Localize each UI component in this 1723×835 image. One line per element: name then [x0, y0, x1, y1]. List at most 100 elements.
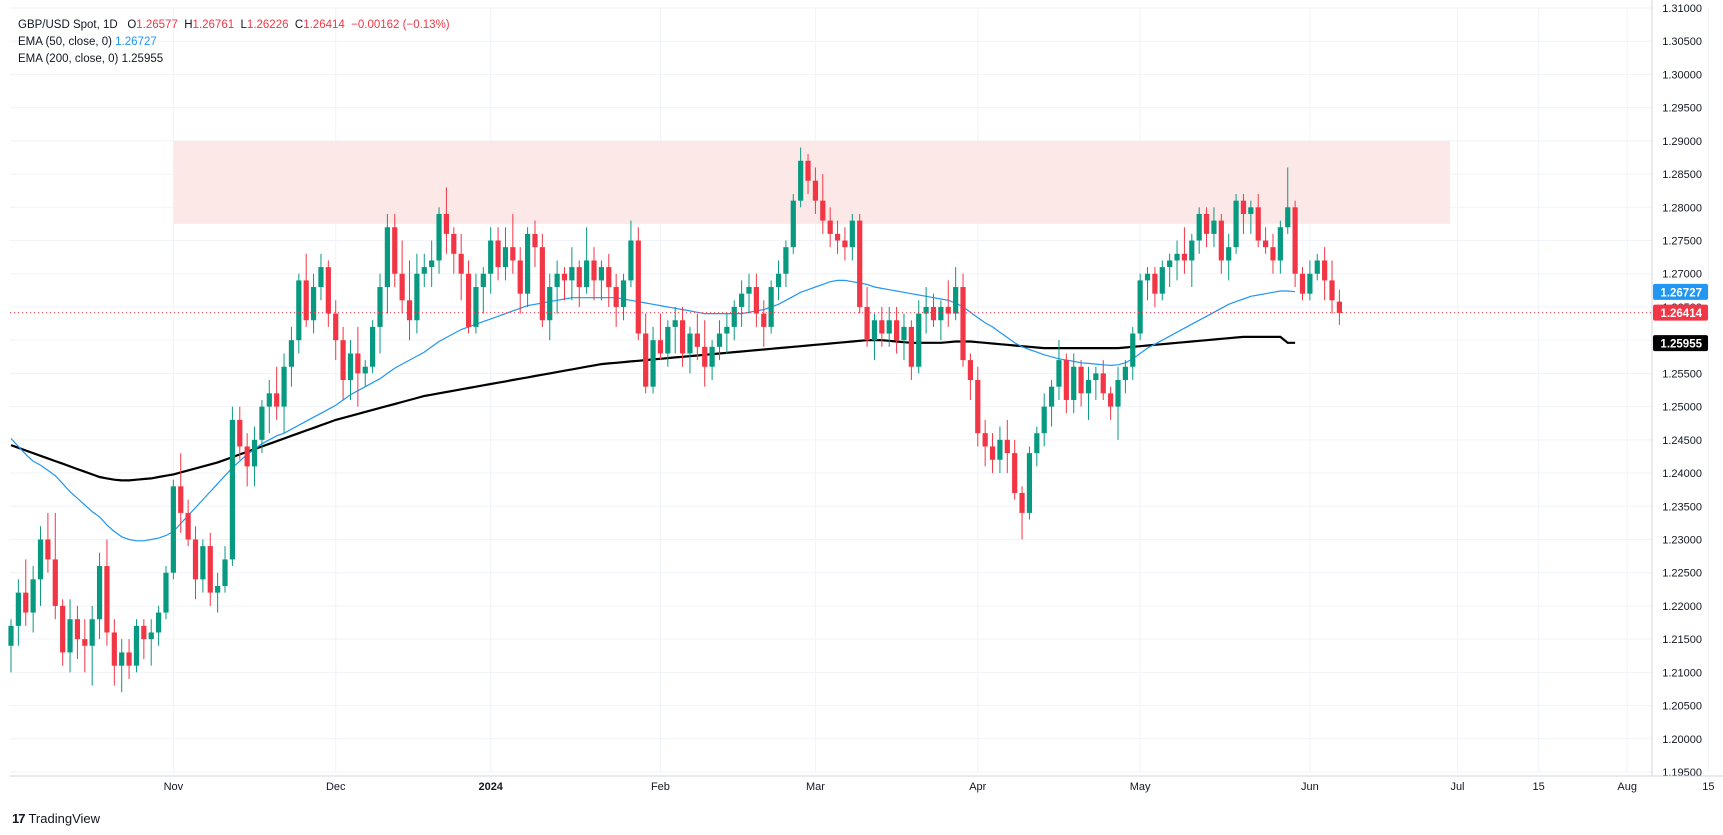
- x-tick-label: Mar: [806, 781, 825, 793]
- candle-body: [1299, 273, 1306, 294]
- candle-body: [1336, 301, 1342, 313]
- candle: [702, 320, 708, 387]
- candle: [126, 639, 132, 679]
- close-label: C: [294, 19, 304, 31]
- candle: [886, 306, 892, 347]
- candle-body: [775, 273, 782, 288]
- candle: [834, 220, 841, 254]
- candle: [665, 320, 671, 367]
- candle-body: [1196, 213, 1202, 241]
- candle-body: [1041, 406, 1047, 434]
- candle-body: [200, 546, 206, 580]
- candle: [488, 227, 494, 294]
- y-tick-label: 1.29500: [1662, 103, 1702, 115]
- candle-body: [1100, 373, 1106, 394]
- candle: [716, 320, 723, 361]
- candle: [281, 353, 287, 434]
- legend-ema50-row[interactable]: EMA (50, close, 0) 1.26727: [18, 34, 450, 51]
- y-tick-label: 1.23500: [1662, 501, 1702, 513]
- candle-body: [244, 446, 250, 467]
- legend-ema200-row[interactable]: EMA (200, close, 0) 1.25955: [18, 51, 450, 68]
- candle-body: [739, 293, 745, 307]
- candle: [1218, 213, 1224, 274]
- ema50-price-tag-bg: [1653, 283, 1708, 300]
- x-tick-label: Aug: [1617, 781, 1637, 793]
- candle-body: [1189, 240, 1195, 261]
- candle-body: [561, 273, 568, 281]
- candle-body: [480, 273, 486, 288]
- candle: [200, 539, 206, 593]
- y-tick-label: 1.20500: [1662, 701, 1702, 713]
- candle: [790, 194, 796, 254]
- candle-body: [989, 446, 996, 460]
- candle-body: [1026, 453, 1033, 513]
- tradingview-brand[interactable]: 17 TradingView: [12, 811, 100, 826]
- candle: [775, 260, 782, 301]
- candle: [74, 605, 81, 660]
- candle-body: [443, 213, 450, 234]
- candle-body: [215, 585, 221, 593]
- candle-body: [185, 512, 191, 540]
- candle-body: [119, 652, 125, 666]
- candle: [1211, 207, 1217, 248]
- x-tick-label: Jun: [1301, 781, 1319, 793]
- y-tick-label: 1.24500: [1662, 435, 1702, 447]
- candle: [1329, 260, 1335, 314]
- candle-body: [805, 160, 811, 181]
- y-tick-label: 1.28000: [1662, 202, 1702, 214]
- high-label: H: [184, 19, 193, 31]
- candle-body: [1122, 366, 1128, 381]
- candle: [643, 313, 649, 394]
- candle: [1314, 253, 1320, 281]
- low-label: L: [240, 19, 247, 31]
- candle: [569, 247, 575, 301]
- candle-body: [451, 233, 457, 254]
- candle-body: [318, 267, 324, 288]
- candle: [156, 605, 162, 646]
- ema50-label: EMA (50, close, 0): [18, 36, 112, 48]
- candle: [827, 207, 833, 248]
- y-tick-label: 1.25500: [1662, 368, 1702, 380]
- candle: [1078, 360, 1084, 407]
- candle: [215, 572, 221, 613]
- candle-body: [67, 619, 73, 653]
- candle-body: [229, 419, 235, 560]
- candle: [1322, 247, 1328, 301]
- candle: [60, 599, 66, 666]
- candle: [333, 300, 339, 361]
- candle: [229, 406, 235, 567]
- candle: [141, 619, 147, 660]
- candle: [901, 313, 907, 361]
- candle-body: [1292, 207, 1298, 274]
- candle-body: [1285, 207, 1291, 228]
- candle-body: [163, 572, 169, 613]
- candle: [989, 433, 996, 474]
- last-price-tag-bg: [1653, 304, 1708, 321]
- candle: [672, 306, 678, 354]
- candle: [1255, 194, 1261, 248]
- candle-body: [192, 539, 199, 580]
- candle-body: [576, 267, 582, 288]
- candle-body: [1240, 200, 1247, 214]
- candle-body: [1137, 280, 1143, 334]
- candle-body: [517, 260, 523, 294]
- candle: [916, 300, 922, 374]
- candle-body: [879, 320, 885, 334]
- candle-body: [362, 366, 368, 374]
- candle-body: [436, 213, 442, 261]
- symbol-label[interactable]: GBP/USD Spot, 1D: [18, 19, 118, 31]
- candle-body: [1329, 280, 1335, 301]
- y-tick-label: 1.19500: [1662, 767, 1702, 779]
- candle-body: [406, 300, 413, 321]
- candle: [694, 313, 700, 361]
- candle: [244, 433, 250, 487]
- candle-body: [731, 306, 737, 327]
- candle: [451, 227, 457, 274]
- candle-body: [340, 340, 346, 381]
- candle: [1048, 380, 1055, 427]
- candle-body: [849, 220, 855, 248]
- candle: [908, 320, 914, 381]
- candle: [8, 619, 14, 673]
